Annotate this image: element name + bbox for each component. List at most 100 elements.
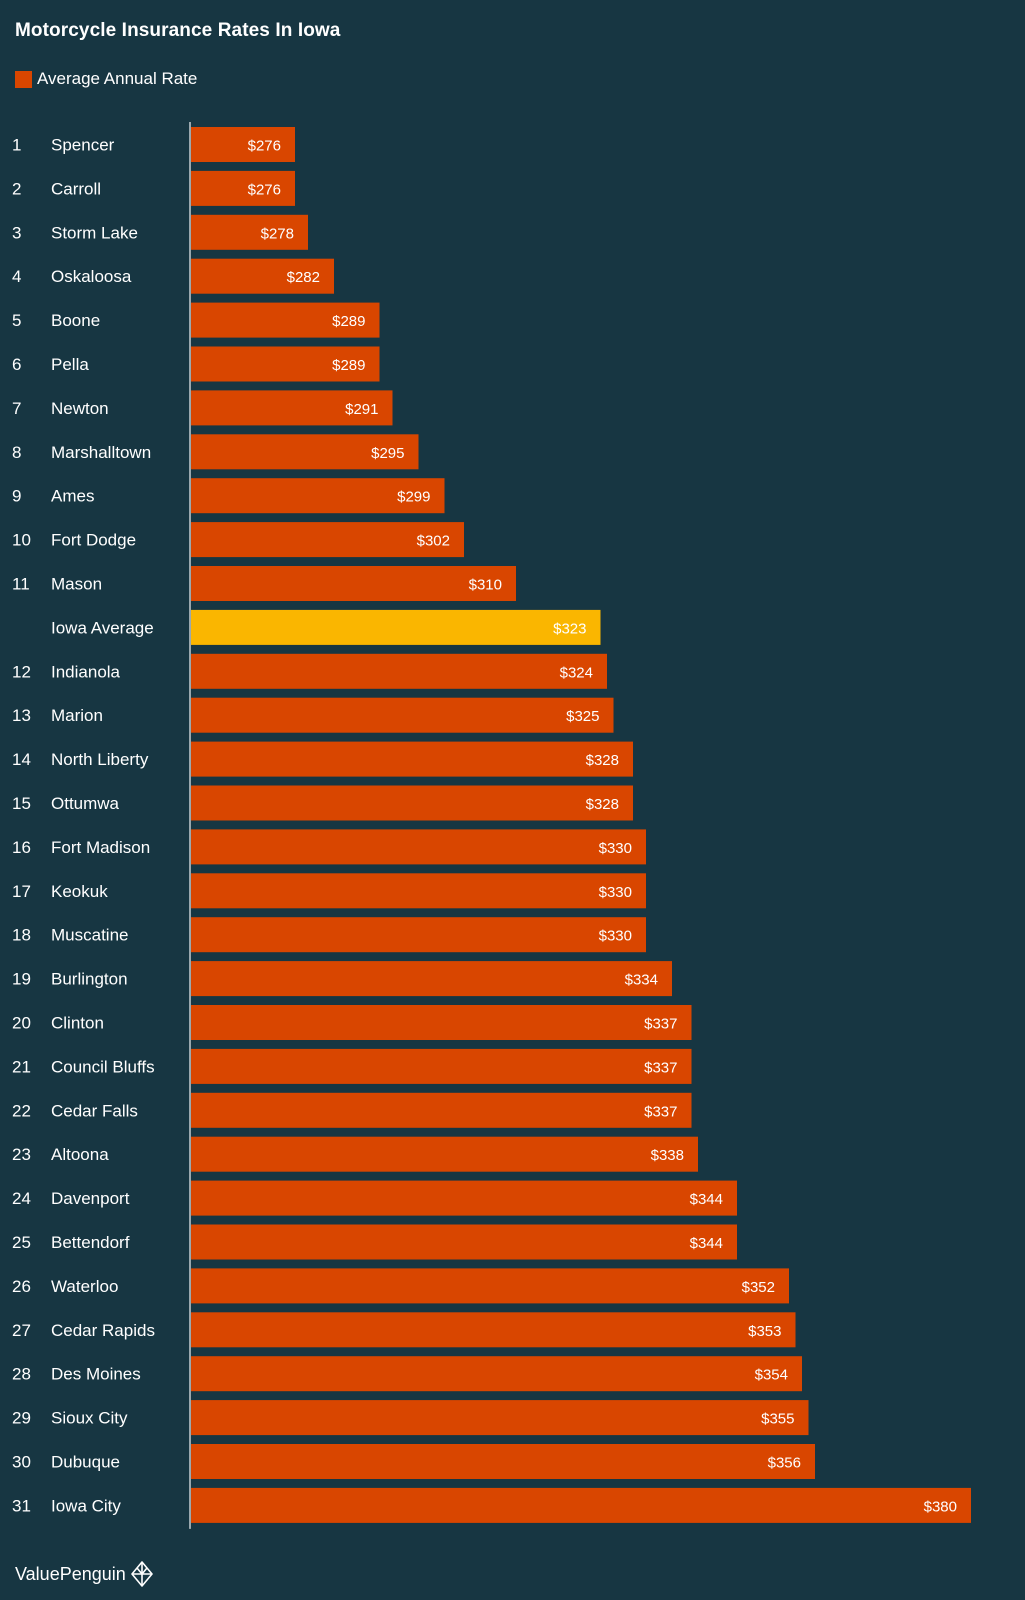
category-label: Clinton [51, 1014, 104, 1033]
value-label: $337 [644, 1103, 677, 1120]
value-label: $344 [690, 1235, 723, 1252]
rank-label: 13 [12, 706, 31, 725]
rank-label: 21 [12, 1057, 31, 1076]
bar [191, 1092, 692, 1128]
value-label: $325 [566, 708, 599, 725]
value-label: $282 [287, 269, 320, 286]
rank-label: 29 [12, 1409, 31, 1428]
rank-label: 6 [12, 355, 21, 374]
category-label: Ottumwa [51, 794, 120, 813]
rank-label: 4 [12, 267, 21, 286]
bar [191, 785, 633, 821]
category-label: Muscatine [51, 926, 128, 945]
value-label: $356 [768, 1455, 801, 1472]
bar [191, 434, 419, 470]
bar [191, 1400, 809, 1436]
bar [191, 1005, 692, 1040]
bar [191, 478, 445, 514]
category-label: Council Bluffs [51, 1057, 155, 1076]
category-label: Iowa City [51, 1496, 121, 1515]
value-label: $352 [742, 1279, 775, 1296]
category-label: Carroll [51, 179, 101, 198]
chart-title: Motorcycle Insurance Rates In Iowa [15, 20, 341, 41]
category-label: North Liberty [51, 750, 149, 769]
rank-label: 17 [12, 882, 31, 901]
bar [191, 127, 295, 162]
rank-label: 12 [12, 662, 31, 681]
rank-label: 1 [12, 136, 21, 155]
value-label: $295 [371, 445, 404, 462]
bar [191, 346, 380, 382]
category-label: Des Moines [51, 1365, 141, 1384]
value-label: $323 [553, 620, 586, 637]
category-label: Bettendorf [51, 1233, 130, 1252]
value-label: $330 [599, 884, 632, 901]
bar [191, 302, 380, 338]
category-label: Fort Dodge [51, 531, 136, 550]
value-label: $328 [586, 796, 619, 813]
penguin-logo-icon [130, 1561, 153, 1587]
rank-label: 14 [12, 750, 31, 769]
value-label: $289 [332, 313, 365, 330]
bar [191, 917, 646, 953]
bar [191, 697, 614, 733]
bar [191, 1312, 796, 1348]
bar [191, 258, 334, 294]
rank-label: 8 [12, 443, 21, 462]
category-label: Altoona [51, 1145, 109, 1164]
category-label: Ames [51, 487, 94, 506]
bar [191, 1048, 692, 1084]
rank-label: 30 [12, 1453, 31, 1472]
value-label: $310 [469, 577, 502, 594]
rank-label: 25 [12, 1233, 31, 1252]
value-label: $337 [644, 1016, 677, 1033]
bar [191, 522, 464, 558]
bar [191, 609, 601, 645]
rank-label: 10 [12, 531, 31, 550]
bar [191, 1356, 802, 1392]
value-label: $354 [755, 1367, 788, 1384]
category-label: Dubuque [51, 1453, 120, 1472]
category-label: Boone [51, 311, 100, 330]
category-label: Newton [51, 399, 109, 418]
value-label: $302 [417, 533, 450, 550]
value-label: $338 [651, 1147, 684, 1164]
category-label: Fort Madison [51, 838, 150, 857]
value-label: $276 [248, 181, 281, 198]
rank-label: 9 [12, 487, 21, 506]
bar [191, 1268, 789, 1304]
rank-label: 24 [12, 1189, 31, 1208]
rank-label: 27 [12, 1321, 31, 1340]
category-label: Pella [51, 355, 89, 374]
bar-chart: 1 Spencer $276 2 Carroll $276 3 Storm Lake $278 4… [12, 122, 971, 1529]
category-label: Waterloo [51, 1277, 118, 1296]
bar [191, 961, 672, 997]
rank-label: 16 [12, 838, 31, 857]
brand-name: ValuePenguin [15, 1563, 126, 1584]
value-label: $289 [332, 357, 365, 374]
rank-label: 18 [12, 926, 31, 945]
rank-label: 26 [12, 1277, 31, 1296]
rank-label: 23 [12, 1145, 31, 1164]
bar [191, 1444, 815, 1479]
bar [191, 566, 516, 601]
value-label: $353 [748, 1323, 781, 1340]
bar [191, 741, 633, 777]
rank-label: 7 [12, 399, 21, 418]
bar [191, 653, 607, 689]
bar [191, 1180, 737, 1216]
category-label: Storm Lake [51, 223, 138, 242]
bar [191, 1136, 698, 1172]
bar [191, 873, 646, 909]
rank-label: 15 [12, 794, 31, 813]
category-label: Cedar Rapids [51, 1321, 155, 1340]
value-label: $344 [690, 1191, 723, 1208]
rank-label: 11 [12, 575, 30, 594]
category-label: Spencer [51, 136, 115, 155]
category-label: Oskaloosa [51, 267, 132, 286]
bar [191, 390, 393, 426]
rank-label: 3 [12, 223, 21, 242]
category-label: Marion [51, 706, 103, 725]
legend-swatch [15, 70, 32, 88]
category-label: Indianola [51, 662, 121, 681]
